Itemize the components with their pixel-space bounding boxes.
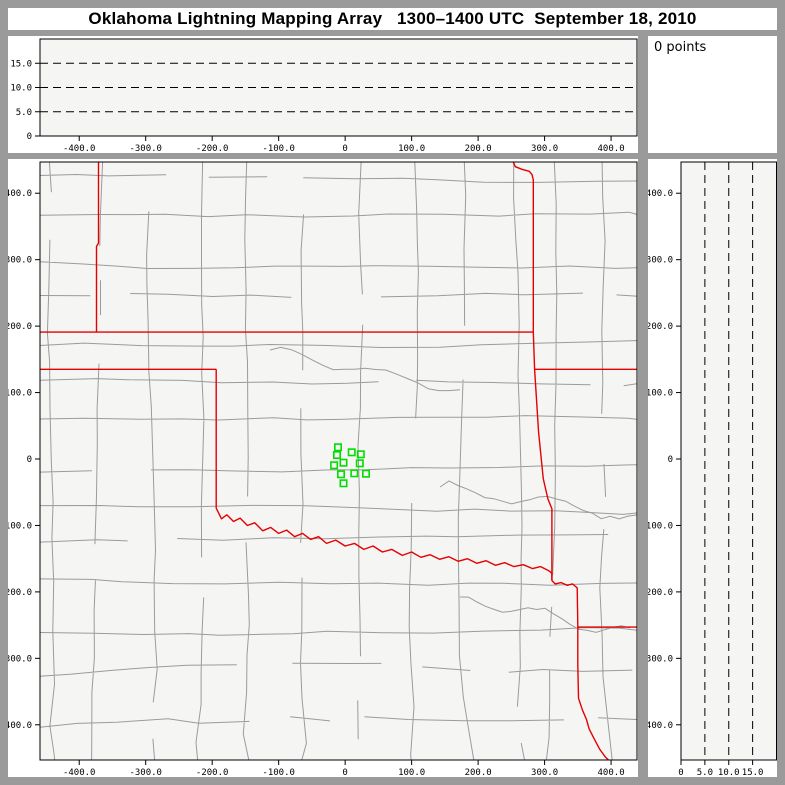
station-marker (355, 459, 364, 468)
x-tick-label: 300.0 (531, 144, 558, 153)
y-tick-label: -400.0 (8, 721, 32, 731)
x-tick-label: 400.0 (598, 768, 625, 777)
station-marker (347, 448, 356, 457)
plan-view-plot[interactable]: 400.0 300.0 200.0 100.0 0 -100.0 -200.0 -300.0 -… (8, 159, 638, 777)
panel-altitude-vs-ew: 15.0 10.0 5.0 0 -400.0 -300.0 -200.0 -100.0 0 100… (8, 36, 638, 153)
y-tick-label: 200.0 (8, 322, 32, 332)
state-border-line (95, 162, 100, 333)
county-boundaries (40, 162, 637, 760)
x-tick-label: -100.0 (262, 144, 295, 153)
y-tick-label: 300.0 (8, 256, 32, 266)
y-tick-label: -300.0 (648, 654, 673, 664)
altitude-ns-plot[interactable]: 400.0 300.0 200.0 100.0 0 -100.0 -200.0 -300.0 -… (648, 159, 777, 777)
map-layers (40, 162, 637, 760)
y-tick-label: 100.0 (8, 389, 32, 399)
y-tick-label: 100.0 (648, 389, 673, 399)
x-tick-label: -400.0 (63, 768, 96, 777)
y-tick-label: 300.0 (648, 256, 673, 266)
station-marker (356, 450, 365, 459)
state-border-line (551, 580, 609, 760)
x-tick-label: 200.0 (465, 768, 492, 777)
y-tick-label: -400.0 (648, 721, 673, 731)
y-tick-label: 200.0 (648, 322, 673, 332)
points-count-label: 0 points (654, 40, 707, 55)
station-marker (330, 461, 339, 470)
x-tick-label: 300.0 (531, 768, 558, 777)
station-marker (332, 450, 341, 459)
altitude-ew-plot[interactable]: 15.0 10.0 5.0 0 -400.0 -300.0 -200.0 -100.0 0 100… (8, 36, 638, 153)
river-line (459, 596, 631, 633)
y-tick-label: 400.0 (648, 189, 673, 199)
x-tick-label: -300.0 (129, 768, 162, 777)
x-tick-label: -300.0 (129, 144, 162, 153)
river-line (269, 346, 461, 392)
plot-background (40, 162, 637, 760)
station-marker (361, 469, 370, 478)
x-tick-label: -400.0 (63, 144, 96, 153)
river-line (439, 480, 637, 520)
y-tick-label: 400.0 (8, 189, 32, 199)
state-border-line (512, 162, 534, 333)
altitude-tick-label: 15.0 (10, 59, 32, 69)
altitude-tick-label: 5.0 (697, 768, 713, 777)
x-tick-label: 100.0 (398, 144, 425, 153)
station-marker (339, 458, 348, 467)
y-tick-label: 0 (27, 455, 32, 465)
y-tick-label: 0 (668, 455, 673, 465)
altitude-tick-label: 10.0 (718, 768, 740, 777)
x-tick-label: -100.0 (262, 768, 295, 777)
x-tick-label: 0 (342, 768, 347, 777)
altitude-tick-label: 5.0 (16, 108, 32, 118)
y-tick-label: -200.0 (8, 588, 32, 598)
altitude-tick-label: 0 (27, 132, 32, 142)
panel-plan-view-map: 400.0 300.0 200.0 100.0 0 -100.0 -200.0 -300.0 -… (8, 159, 638, 777)
altitude-tick-label: 15.0 (742, 768, 764, 777)
y-tick-label: -100.0 (8, 521, 32, 531)
state-border-line (215, 507, 553, 581)
panel-altitude-vs-ns: 400.0 300.0 200.0 100.0 0 -100.0 -200.0 -300.0 -… (648, 159, 777, 777)
altitude-tick-label: 0 (678, 768, 683, 777)
x-tick-label: 200.0 (465, 144, 492, 153)
x-tick-label: -200.0 (196, 768, 229, 777)
y-tick-label: -200.0 (648, 588, 673, 598)
station-marker (339, 479, 348, 488)
x-tick-label: 400.0 (598, 144, 625, 153)
window-title: Oklahoma Lightning Mapping Array 1300–14… (88, 9, 697, 28)
plot-border (39, 161, 638, 761)
altitude-tick-label: 10.0 (10, 84, 32, 94)
station-marker (333, 443, 342, 452)
x-tick-label: -200.0 (196, 144, 229, 153)
panel-histogram: 0 points (648, 36, 777, 153)
title-bar: Oklahoma Lightning Mapping Array 1300–14… (8, 8, 777, 30)
y-tick-label: -300.0 (8, 654, 32, 664)
station-marker (336, 470, 345, 479)
x-tick-label: 100.0 (398, 768, 425, 777)
station-marker (350, 469, 359, 478)
y-tick-label: -100.0 (648, 521, 673, 531)
x-tick-label: 0 (342, 144, 347, 153)
